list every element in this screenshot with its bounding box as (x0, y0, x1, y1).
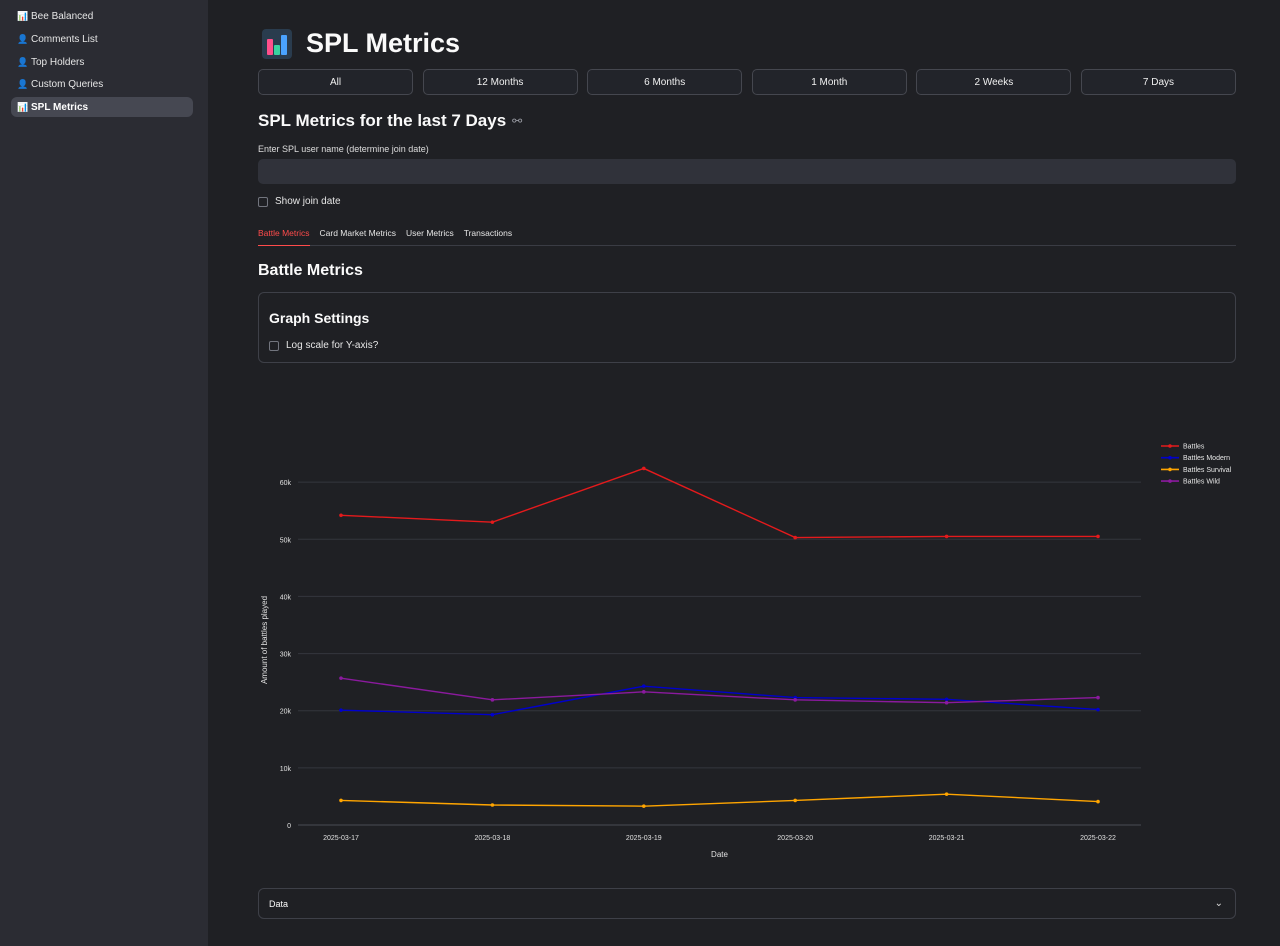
bar-chart-icon (262, 28, 292, 59)
sidebar-item-custom-queries[interactable]: 👤 Custom Queries (11, 75, 193, 95)
data-point (793, 798, 797, 803)
username-label: Enter SPL user name (determine join date… (258, 144, 429, 154)
show-join-date-label: Show join date (275, 196, 341, 207)
legend-marker (1168, 444, 1172, 448)
y-tick-label: 0 (287, 823, 291, 830)
y-tick-label: 60k (280, 480, 292, 487)
data-point (490, 520, 495, 524)
bar-chart-icon: 📊 (17, 11, 29, 22)
data-point (642, 684, 646, 688)
legend-marker (1168, 455, 1172, 460)
tab-user-metrics[interactable]: User Metrics (406, 228, 454, 238)
range-button-2-weeks[interactable]: 2 Weeks (916, 69, 1072, 95)
x-tick-label: 2025-03-22 (1080, 835, 1116, 842)
legend-entry: Battles Wild (1183, 479, 1220, 486)
data-point (490, 698, 495, 702)
page-title-row: SPL Metrics (258, 28, 460, 59)
x-tick-label: 2025-03-18 (474, 835, 510, 842)
tab-battle-metrics[interactable]: Battle Metrics (258, 224, 310, 246)
data-point (944, 700, 949, 705)
sidebar-item-label: Top Holders (31, 56, 85, 68)
data-point (339, 513, 343, 518)
series-line-battles-wild (340, 677, 1099, 704)
legend-marker (1168, 467, 1172, 472)
graph-settings-panel: Graph Settings Log scale for Y-axis? (258, 292, 1236, 363)
y-tick-label: 40k (280, 594, 292, 601)
data-point (1096, 695, 1100, 700)
log-scale-label: Log scale for Y-axis? (286, 340, 379, 351)
data-expander-label: Data (269, 898, 289, 909)
x-tick-label: 2025-03-19 (626, 835, 662, 842)
legend-entry: Battles Modern (1183, 455, 1230, 462)
data-point (944, 792, 949, 796)
data-point (339, 798, 343, 803)
link-icon[interactable]: ⚯ (512, 114, 523, 128)
log-scale-checkbox[interactable]: Log scale for Y-axis? (269, 340, 378, 351)
series-line-battles (340, 467, 1098, 539)
sidebar: 📊 Bee Balanced 👤 Comments List 👤 Top Holders 👤… (0, 0, 208, 946)
page-title: SPL Metrics (306, 28, 461, 58)
data-point (339, 708, 343, 712)
battle-metrics-heading: Battle Metrics (258, 262, 363, 279)
x-axis-label: Date (711, 850, 728, 859)
tab-transactions[interactable]: Transactions (463, 228, 513, 238)
subheader-text: SPL Metrics for the last 7 Days (258, 111, 507, 130)
sidebar-item-bee-balanced[interactable]: 📊 Bee Balanced (11, 7, 193, 27)
sidebar-item-comments-list[interactable]: 👤 Comments List (11, 29, 193, 49)
checkbox-box[interactable] (269, 340, 279, 351)
data-point (642, 466, 646, 471)
range-button-all[interactable]: All (258, 69, 413, 95)
sidebar-item-label: SPL Metrics (31, 101, 89, 113)
data-point (944, 697, 949, 702)
x-tick-label: 2025-03-17 (323, 835, 359, 842)
tab-card-market-metrics[interactable]: Card Market Metrics (319, 228, 397, 238)
data-expander[interactable]: Data ⌄ (258, 888, 1236, 919)
metrics-tabs: Battle Metrics Card Market Metrics User … (258, 224, 1236, 246)
data-point (1096, 707, 1100, 712)
series-line-battles-modern (340, 685, 1099, 716)
username-input[interactable] (258, 159, 1236, 184)
person-icon: 👤 (17, 33, 29, 44)
legend-entry: Battles Survival (1183, 467, 1232, 474)
y-tick-label: 10k (280, 766, 292, 773)
data-point (944, 534, 949, 539)
section-subheader: SPL Metrics for the last 7 Days ⚯ (258, 111, 522, 131)
range-button-12-months[interactable]: 12 Months (422, 69, 578, 95)
chevron-down-icon: ⌄ (1214, 898, 1223, 909)
x-tick-label: 2025-03-20 (777, 835, 813, 842)
data-point (1096, 534, 1100, 539)
sidebar-item-label: Custom Queries (31, 79, 104, 91)
legend-marker (1168, 479, 1172, 483)
graph-settings-title: Graph Settings (269, 310, 370, 326)
legend-entry: Battles (1183, 444, 1205, 451)
sidebar-item-label: Comments List (31, 33, 98, 45)
y-tick-label: 30k (280, 652, 292, 659)
series-line-battles-survival (340, 793, 1099, 807)
data-point (1096, 799, 1100, 804)
sidebar-item-spl-metrics[interactable]: 📊 SPL Metrics (11, 97, 193, 118)
data-point (490, 803, 495, 807)
checkbox-box[interactable] (258, 196, 268, 207)
sidebar-item-label: Bee Balanced (31, 11, 94, 23)
show-join-date-checkbox[interactable]: Show join date (258, 196, 341, 207)
data-point (490, 712, 495, 717)
date-range-buttons: All 12 Months 6 Months 1 Month 2 Weeks 7… (258, 69, 1236, 95)
y-tick-label: 20k (280, 709, 292, 716)
range-button-7-days[interactable]: 7 Days (1080, 69, 1236, 95)
data-point (339, 676, 343, 680)
data-point (793, 698, 797, 702)
person-icon: 👤 (17, 56, 29, 67)
bar-chart-icon: 📊 (17, 101, 29, 112)
x-tick-label: 2025-03-21 (929, 835, 965, 842)
data-point (642, 690, 646, 694)
battle-metrics-chart[interactable]: 0 10k 20k 30k 40k 50k 60k 2025-03-17 2025-03-18 2… (258, 425, 1236, 865)
y-axis-label: Amount of battles played (260, 596, 269, 684)
data-point (642, 804, 646, 808)
sidebar-item-top-holders[interactable]: 👤 Top Holders (11, 52, 193, 72)
range-button-6-months[interactable]: 6 Months (587, 69, 743, 95)
data-point (793, 535, 797, 540)
y-tick-label: 50k (280, 537, 292, 544)
person-icon: 👤 (17, 79, 29, 90)
range-button-1-month[interactable]: 1 Month (751, 69, 907, 95)
